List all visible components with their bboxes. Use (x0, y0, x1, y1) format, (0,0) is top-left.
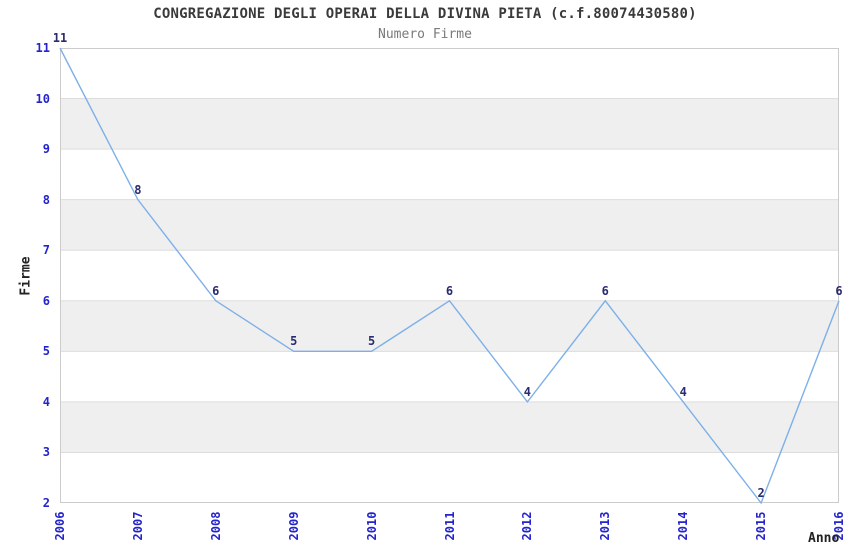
plot-svg (59, 47, 840, 505)
y-axis-ticks: 2 3 4 5 6 7 8 9 10 11 (0, 41, 50, 510)
x-tick-label: 2010 (364, 511, 379, 541)
y-tick-label: 11 (35, 41, 50, 55)
y-tick-label: 6 (42, 293, 50, 308)
grid-band (60, 199, 839, 251)
grid-band (60, 98, 839, 150)
x-axis-label: Anno (808, 531, 840, 546)
point-label: 5 (367, 334, 376, 349)
x-tick-label: 2008 (208, 511, 223, 541)
y-tick-label: 10 (35, 91, 50, 106)
chart-subtitle: Numero Firme (378, 27, 472, 42)
x-axis-ticks: 2006 2007 2008 2009 2010 2011 2012 2013 2014 2015… (53, 503, 846, 550)
point-label: 11 (52, 31, 68, 45)
x-tick-label: 2012 (520, 511, 535, 541)
y-tick-label: 5 (42, 344, 50, 359)
point-label: 8 (134, 182, 142, 197)
x-tick-label: 2006 (53, 511, 67, 541)
plot-border (60, 48, 839, 503)
x-tick-label: 2009 (286, 511, 301, 541)
y-tick-label: 2 (42, 496, 50, 510)
grid-band (60, 300, 839, 352)
point-label: 6 (835, 283, 843, 298)
x-tick-label: 2014 (676, 511, 691, 541)
y-tick-label: 7 (42, 243, 50, 258)
point-label: 4 (679, 384, 687, 399)
y-tick-label: 4 (42, 394, 50, 409)
chart-title: CONGREGAZIONE DEGLI OPERAI DELLA DIVINA … (153, 6, 697, 22)
point-label: 4 (523, 384, 532, 399)
data-line (59, 47, 840, 505)
x-tick-label: 2007 (130, 511, 145, 541)
y-tick-label: 3 (42, 445, 50, 460)
point-label: 5 (290, 334, 298, 349)
x-tick-label: 2013 (598, 511, 613, 541)
y-tick-label: 9 (42, 142, 50, 157)
x-tick-label: 2015 (754, 511, 769, 541)
point-label: 2 (757, 486, 765, 500)
point-label: 6 (601, 283, 609, 298)
point-label: 6 (445, 283, 454, 298)
plot-area: 11 8 6 5 5 6 4 6 4 2 6 (53, 32, 843, 505)
grid-band (60, 401, 839, 453)
point-label: 6 (212, 283, 220, 298)
x-tick-label: 2011 (442, 511, 457, 541)
y-tick-label: 8 (42, 192, 50, 207)
